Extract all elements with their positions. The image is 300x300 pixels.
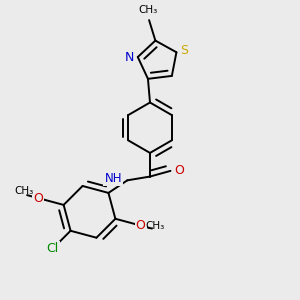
Text: CH₃: CH₃ (145, 221, 165, 231)
Text: Cl: Cl (46, 242, 59, 255)
Text: O: O (136, 219, 146, 232)
Text: S: S (180, 44, 188, 57)
Text: N: N (124, 50, 134, 64)
Text: O: O (174, 164, 184, 177)
Text: NH: NH (104, 172, 122, 185)
Text: CH₃: CH₃ (138, 5, 157, 15)
Text: O: O (33, 192, 43, 205)
Text: CH₃: CH₃ (14, 186, 34, 196)
